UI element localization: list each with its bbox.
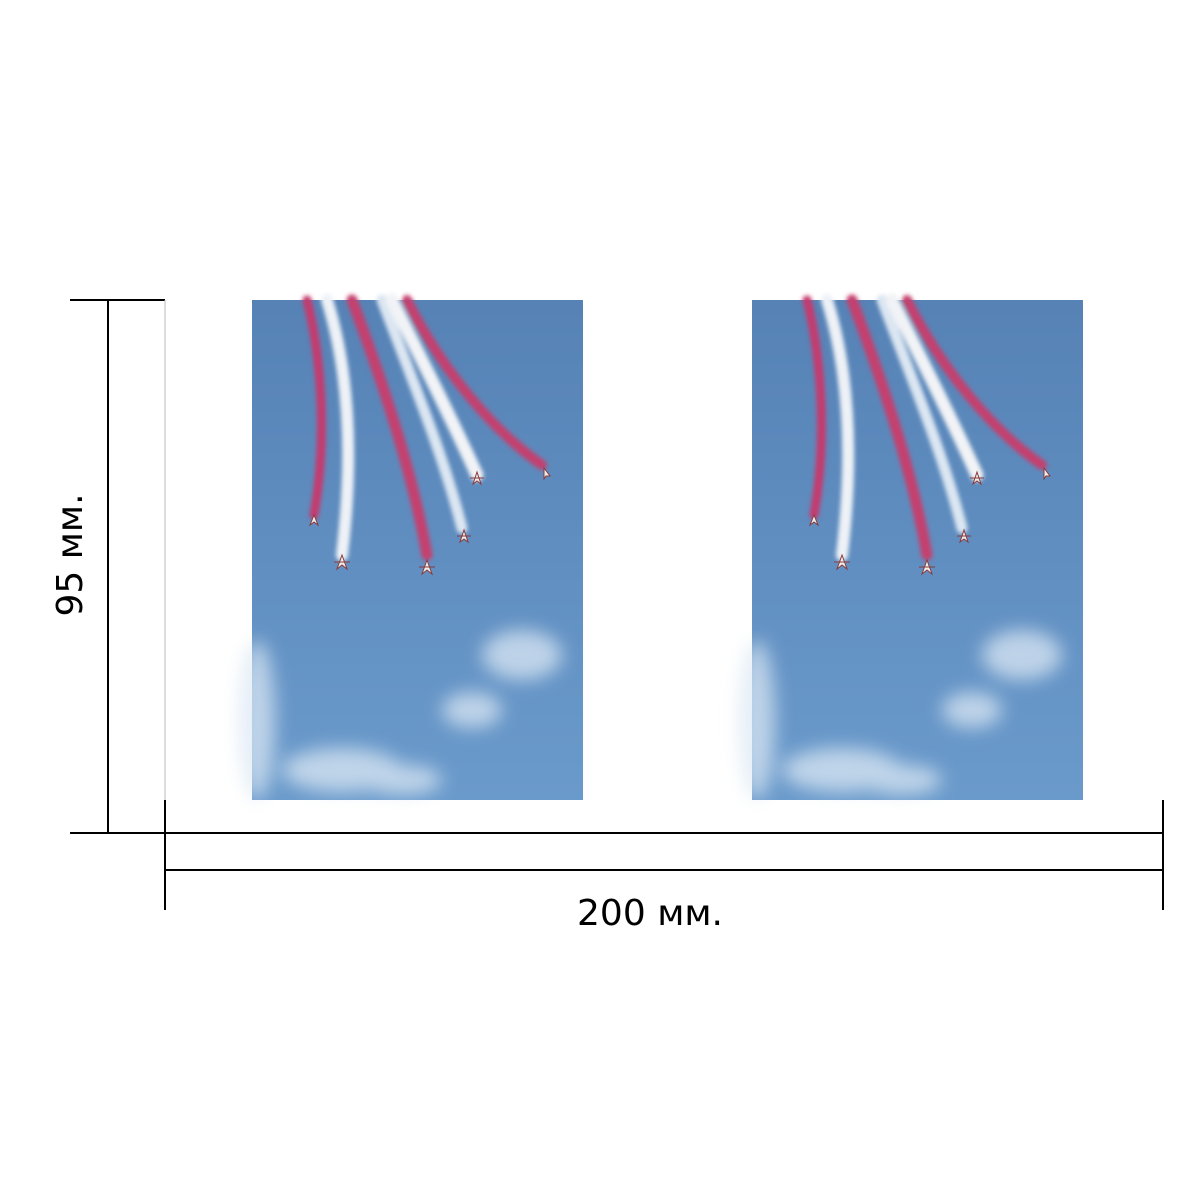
- height-dimension: [70, 299, 166, 834]
- height-label: 95 мм.: [50, 493, 91, 616]
- width-label: 200 мм.: [577, 893, 723, 934]
- width-dimension: [164, 800, 1164, 910]
- photo-right: [739, 300, 1083, 800]
- photo-left: [239, 300, 583, 800]
